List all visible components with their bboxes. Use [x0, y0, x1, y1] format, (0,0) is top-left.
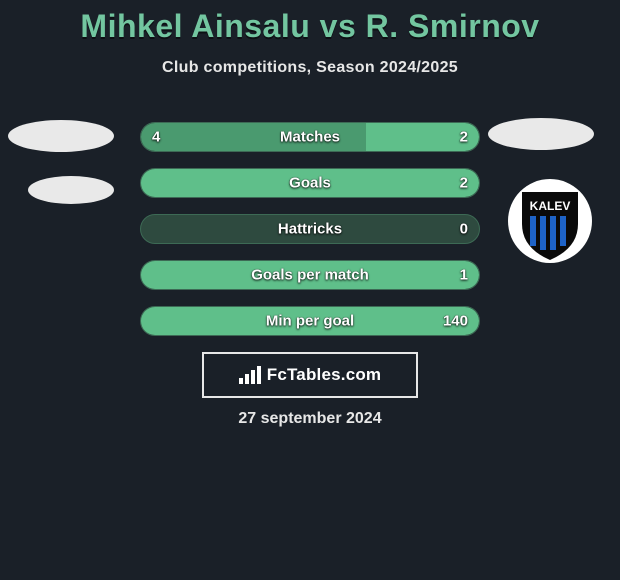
- stat-row-goals-per-match: Goals per match 1: [140, 260, 480, 290]
- bar-track: [140, 260, 480, 290]
- bar-fill-right: [366, 123, 479, 151]
- bar-chart-icon: [239, 366, 261, 384]
- stat-row-goals: Goals 2: [140, 168, 480, 198]
- bar-fill-right: [141, 169, 479, 197]
- brand-text: FcTables.com: [267, 365, 382, 385]
- player1-head-silhouette: [8, 120, 114, 152]
- stat-row-matches: 4 Matches 2: [140, 122, 480, 152]
- bar-track: [140, 122, 480, 152]
- subtitle: Club competitions, Season 2024/2025: [0, 59, 620, 77]
- brand-box: FcTables.com: [202, 352, 418, 398]
- bar-track: [140, 214, 480, 244]
- page-title: Mihkel Ainsalu vs R. Smirnov: [0, 0, 620, 45]
- svg-text:KALEV: KALEV: [530, 199, 571, 213]
- comparison-chart: 4 Matches 2 Goals 2 Hattricks 0 Goals pe…: [140, 122, 480, 352]
- bar-fill-right: [141, 261, 479, 289]
- bar-fill-left: [141, 123, 366, 151]
- date-label: 27 september 2024: [0, 410, 620, 428]
- bar-track: [140, 306, 480, 336]
- vs-separator: vs: [320, 8, 357, 44]
- player2-name: R. Smirnov: [366, 8, 540, 44]
- bar-track: [140, 168, 480, 198]
- player1-name: Mihkel Ainsalu: [80, 8, 310, 44]
- kalev-badge-icon: KALEV: [500, 178, 600, 264]
- bar-fill-right: [141, 307, 479, 335]
- player1-body-silhouette: [28, 176, 114, 204]
- stat-row-min-per-goal: Min per goal 140: [140, 306, 480, 336]
- player2-head-silhouette: [488, 118, 594, 150]
- stat-row-hattricks: Hattricks 0: [140, 214, 480, 244]
